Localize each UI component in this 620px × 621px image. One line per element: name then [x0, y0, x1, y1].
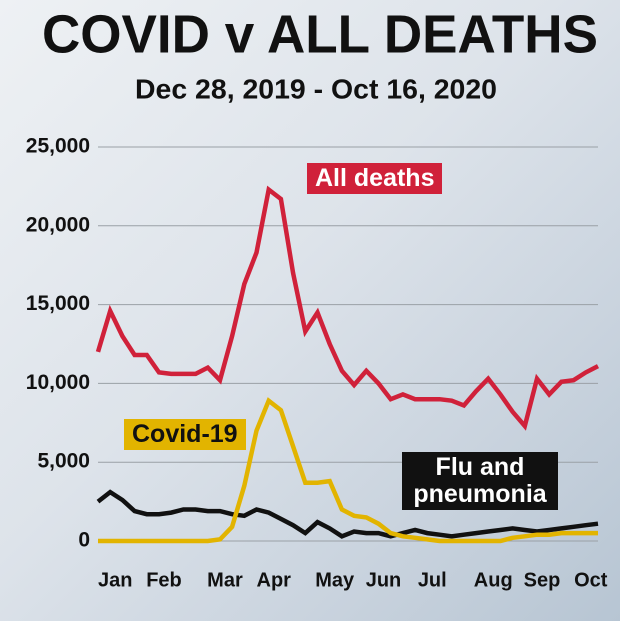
y-tick-label: 20,000: [26, 213, 90, 236]
y-tick-label: 15,000: [26, 292, 90, 315]
x-tick-label: May: [315, 569, 355, 591]
x-tick-label: Mar: [207, 569, 243, 591]
x-tick-label: Oct: [574, 569, 608, 591]
x-tick-label: Jan: [98, 569, 132, 591]
x-tick-label: Jun: [366, 569, 402, 591]
series-line: [98, 397, 598, 544]
series-line: [96, 489, 599, 539]
x-tick-label: Feb: [146, 569, 182, 591]
x-tick-label: Aug: [474, 569, 513, 591]
y-tick-label: 10,000: [26, 371, 90, 394]
x-tick-label: Apr: [257, 569, 292, 591]
series-line: [95, 185, 600, 431]
y-tick-label: 25,000: [26, 135, 90, 158]
series-label: All deaths: [307, 163, 443, 194]
chart-title: COVID v ALL DEATHS: [42, 4, 598, 64]
y-tick-label: 5,000: [37, 450, 90, 473]
y-tick-label: 0: [78, 529, 90, 552]
chart-subtitle: Dec 28, 2019 - Oct 16, 2020: [135, 73, 497, 104]
series-label: Flu and pneumonia: [402, 452, 558, 510]
x-tick-label: Jul: [418, 569, 447, 591]
x-tick-label: Sep: [524, 569, 561, 591]
series-label: Covid-19: [124, 419, 246, 450]
